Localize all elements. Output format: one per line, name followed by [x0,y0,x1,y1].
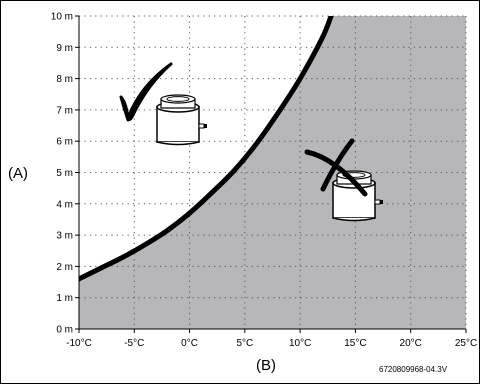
x-tick-label: 5°C [236,338,253,349]
x-tick-label: 10°C [289,338,311,349]
y-tick-label: 10 m [51,12,73,23]
x-tick-labels: -10°C -5°C 0°C 5°C 10°C 15°C 20°C 25°C [66,329,477,349]
x-axis-label: (B) [256,357,276,374]
y-tick-label: 5 m [56,168,73,179]
y-tick-labels: 0 m 1 m 2 m 3 m 4 m 5 m 6 m 7 m 8 m 9 m 10 m [51,12,79,336]
x-tick-label: -10°C [66,338,92,349]
y-tick-label: 2 m [56,262,73,273]
unsuitable-region [79,16,466,329]
x-tick-label: 20°C [400,338,422,349]
flue-adapter-not-ok-icon [304,138,383,222]
y-tick-label: 0 m [56,325,73,336]
limit-curve [79,16,334,282]
figure-code: 6720809968-04.3V [379,365,448,374]
y-tick-label: 9 m [56,43,73,54]
x-tick-label: 15°C [344,338,366,349]
cross-mark-icon-stroke2 [320,138,355,192]
y-tick-label: 8 m [56,74,73,85]
y-tick-label: 1 m [56,293,73,304]
y-tick-label: 3 m [56,231,73,242]
check-mark-icon [119,62,173,122]
flue-adapter-ok-icon [119,62,207,146]
y-axis-label: (A) [8,165,28,182]
y-tick-label: 6 m [56,137,73,148]
y-tick-label: 4 m [56,199,73,210]
x-tick-label: 25°C [455,338,477,349]
x-tick-label: -5°C [124,338,144,349]
y-tick-label: 7 m [56,105,73,116]
x-tick-label: 0°C [181,338,198,349]
